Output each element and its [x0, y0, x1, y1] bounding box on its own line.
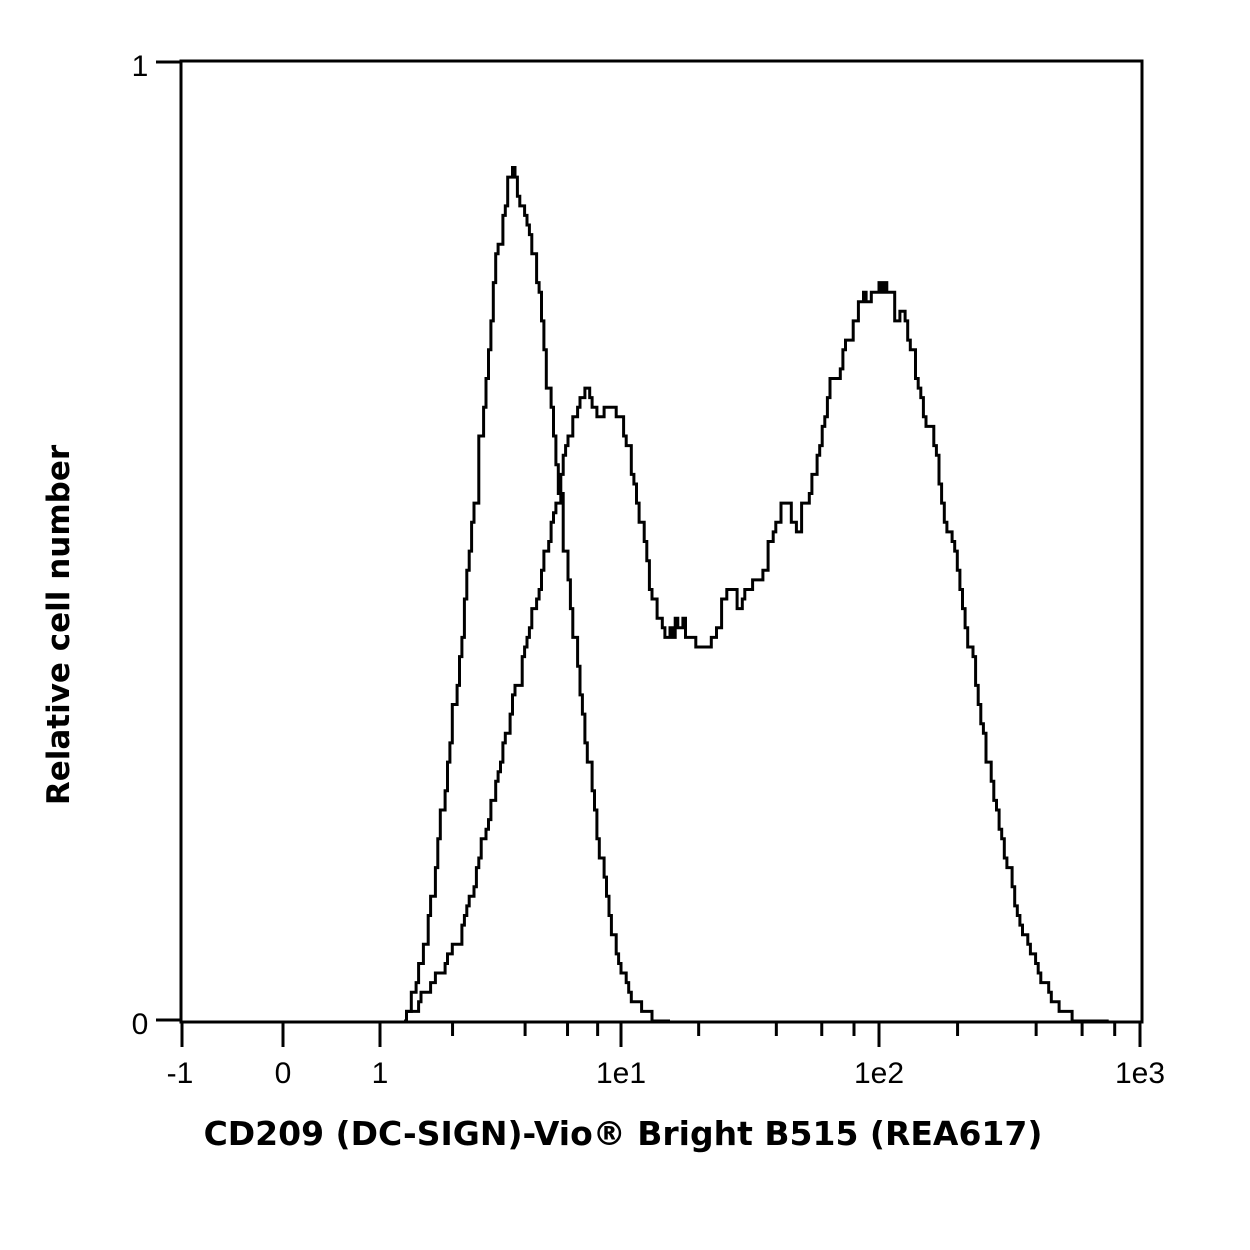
y-tick-label-1: 1: [132, 50, 149, 83]
x-tick-label-1e1: 1e1: [596, 1057, 646, 1090]
plot-frame: [179, 59, 1144, 1024]
x-tick-label-neg1: -1: [167, 1057, 194, 1090]
y-axis-title: Relative cell number: [41, 444, 77, 805]
control-histogram-line: [404, 166, 670, 1023]
x-tick-label-1: 1: [372, 1057, 389, 1090]
x-axis-ticks: [180, 1022, 1142, 1047]
y-tick-label-0: 0: [132, 1008, 149, 1041]
cd209-histogram-line: [404, 281, 1109, 1023]
x-tick-label-1e2: 1e2: [854, 1057, 904, 1090]
x-tick-label-1e3: 1e3: [1115, 1057, 1165, 1090]
x-axis-title: CD209 (DC-SIGN)-Vio® Bright B515 (REA617…: [204, 1114, 1043, 1153]
x-tick-label-0: 0: [275, 1057, 292, 1090]
